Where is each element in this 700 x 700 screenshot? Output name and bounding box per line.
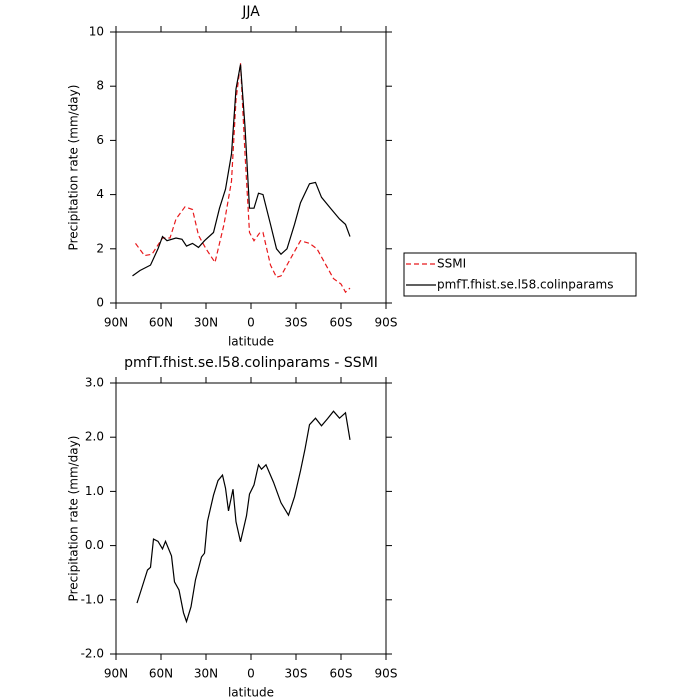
y-tick-label: 8 (96, 79, 104, 93)
x-tick-label: 90S (375, 667, 398, 681)
y-tick-label: 6 (96, 133, 104, 147)
x-tick-label: 0 (247, 667, 255, 681)
y-tick-label: 2 (96, 241, 104, 255)
x-tick-label: 60N (149, 316, 173, 330)
x-tick-label: 60S (330, 667, 353, 681)
y-tick-label: 3.0 (85, 376, 104, 390)
legend-label: pmfT.fhist.se.l58.colinparams (437, 278, 613, 292)
y-tick-label: 2.0 (85, 430, 104, 444)
x-tick-label: 90N (104, 316, 128, 330)
x-axis-label: latitude (228, 335, 274, 349)
chart-title: JJA (241, 4, 260, 20)
x-tick-label: 90S (375, 316, 398, 330)
x-tick-label: 0 (247, 316, 255, 330)
x-tick-label: 30N (194, 316, 218, 330)
x-tick-label: 60N (149, 667, 173, 681)
y-tick-label: -1.0 (81, 592, 104, 606)
x-tick-label: 30S (285, 316, 308, 330)
legend-box (403, 252, 637, 297)
x-tick-label: 30S (285, 667, 308, 681)
y-tick-label: 0.0 (85, 538, 104, 552)
data-line (135, 63, 351, 294)
plot-frame (115, 382, 387, 655)
y-tick-label: 0 (96, 296, 104, 310)
y-tick-label: -2.0 (81, 647, 104, 661)
y-axis-label: Precipitation rate (mm/day) (67, 85, 81, 251)
y-tick-label: 10 (89, 25, 104, 39)
x-tick-label: 90N (104, 667, 128, 681)
y-tick-label: 1.0 (85, 484, 104, 498)
legend-label: SSMI (437, 257, 466, 271)
x-axis-label: latitude (228, 686, 274, 700)
y-axis-label: Precipitation rate (mm/day) (67, 436, 81, 602)
data-line (132, 64, 351, 277)
x-tick-label: 30N (194, 667, 218, 681)
x-tick-label: 60S (330, 316, 353, 330)
data-line (136, 410, 351, 624)
chart-title: pmfT.fhist.se.l58.colinparams - SSMI (124, 355, 378, 371)
plot-frame (115, 31, 387, 304)
y-tick-label: 4 (96, 187, 104, 201)
